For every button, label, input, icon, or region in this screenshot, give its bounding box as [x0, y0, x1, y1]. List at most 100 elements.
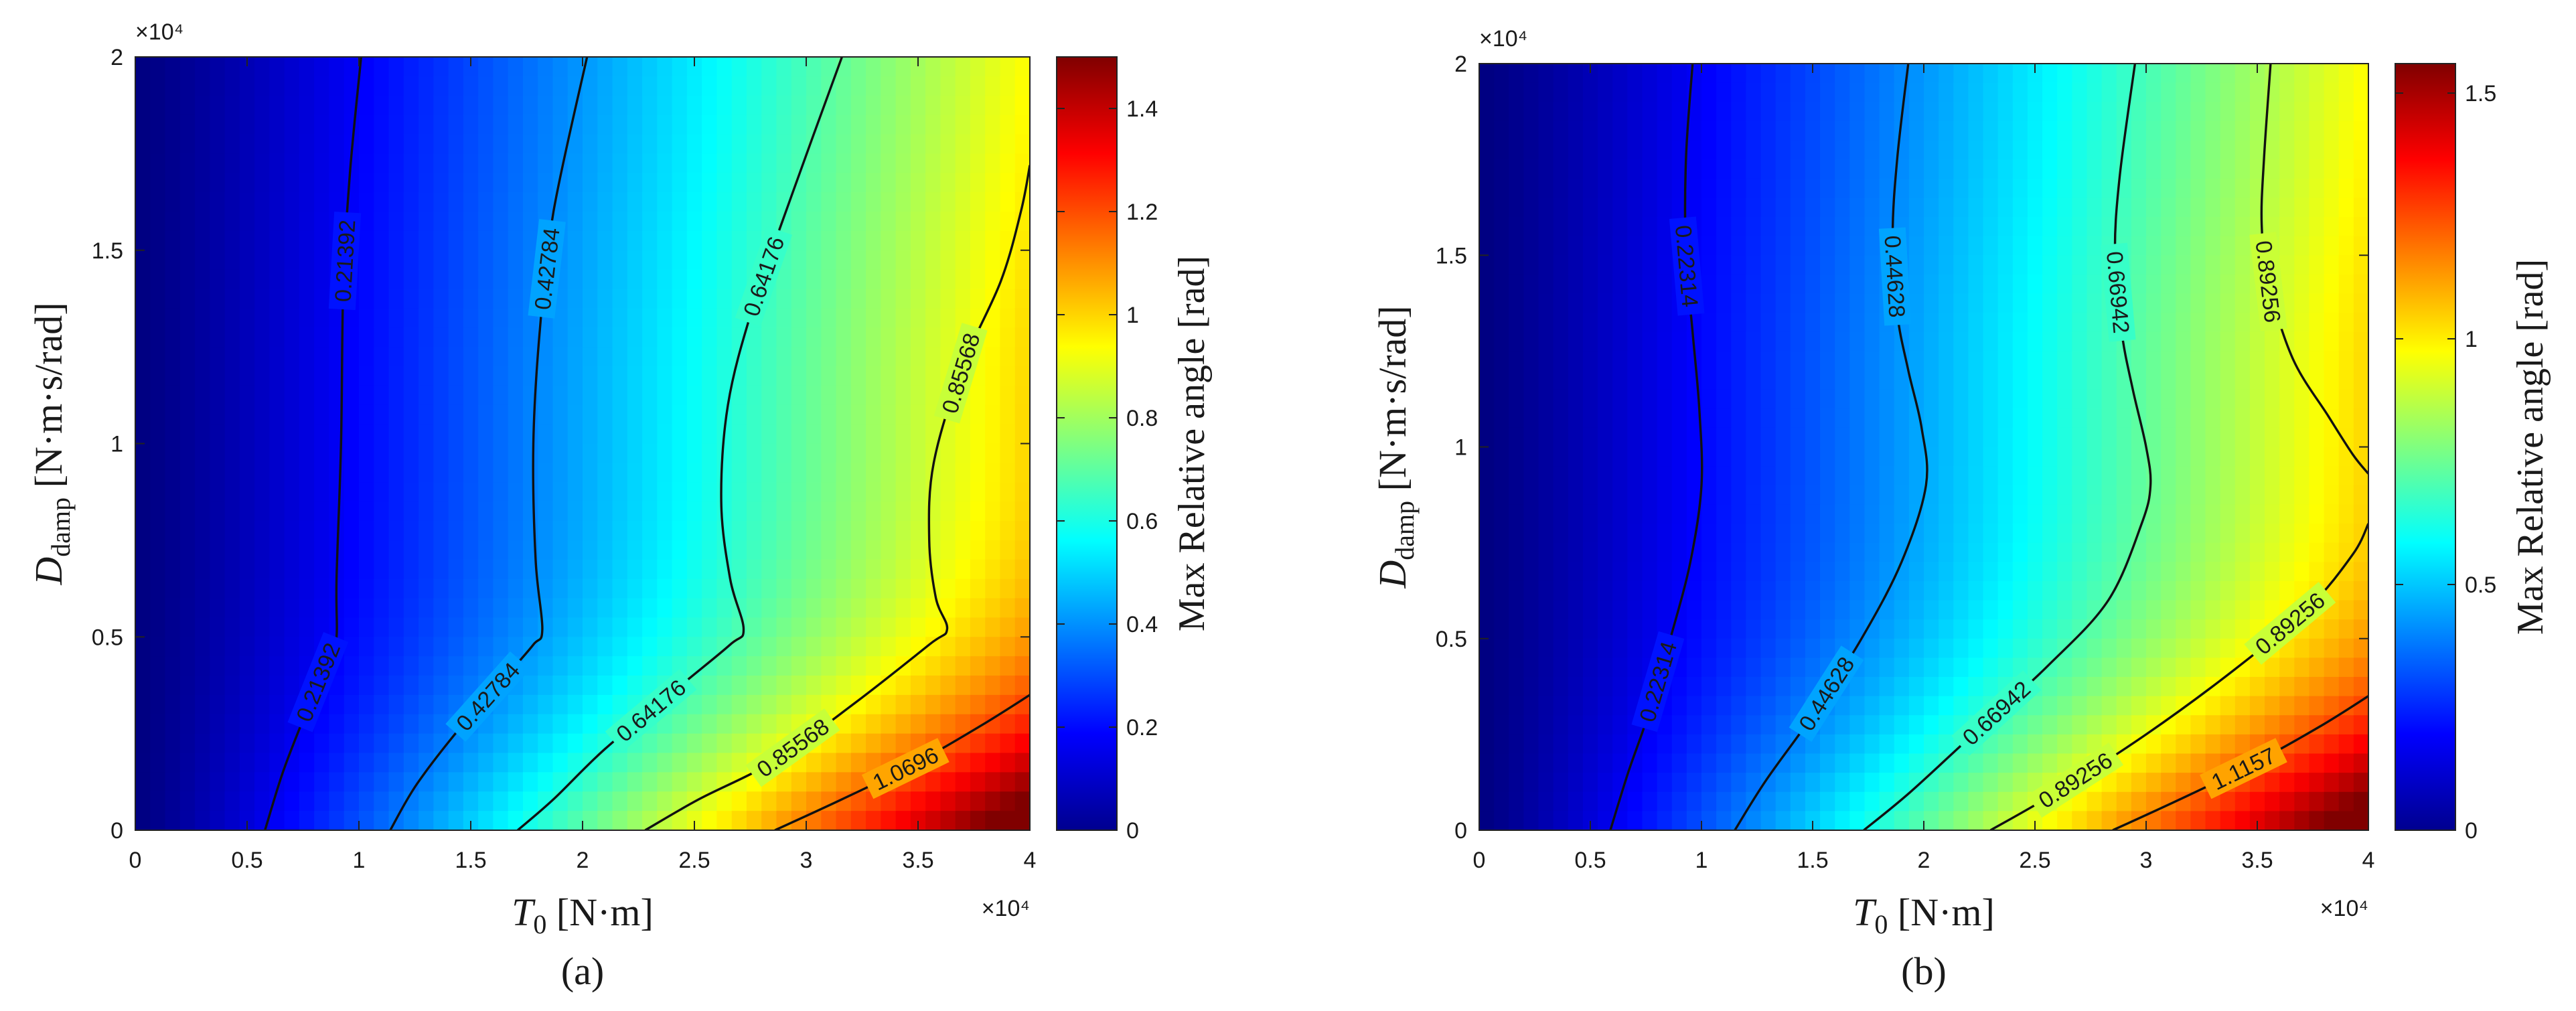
heatmap-cell — [2131, 217, 2147, 237]
heatmap-cell — [1849, 140, 1866, 161]
heatmap-cell — [2249, 159, 2265, 179]
heatmap-cell — [2042, 447, 2058, 467]
heatmap-cell — [1582, 198, 1598, 218]
heatmap-cell — [359, 733, 375, 754]
heatmap-cell — [2087, 217, 2103, 237]
heatmap-cell — [463, 76, 479, 96]
heatmap-cell — [955, 598, 971, 619]
heatmap-cell — [419, 134, 435, 155]
heatmap-cell — [210, 230, 226, 251]
heatmap-cell — [2234, 389, 2251, 410]
heatmap-cell — [1908, 82, 1924, 103]
heatmap-cell — [567, 637, 583, 657]
heatmap-cell — [1509, 427, 1525, 448]
heatmap-cell — [2101, 485, 2117, 506]
heatmap-cell — [2249, 370, 2265, 390]
heatmap-cell — [254, 57, 271, 77]
heatmap-cell — [1790, 657, 1806, 678]
heatmap-cell — [403, 463, 419, 483]
heatmap-cell — [448, 772, 464, 793]
heatmap-cell — [1864, 389, 1880, 410]
heatmap-cell — [2205, 638, 2221, 659]
heatmap-cell — [2205, 389, 2221, 410]
heatmap-cell — [895, 269, 911, 290]
heatmap-cell — [910, 385, 927, 406]
heatmap-cell — [210, 385, 226, 406]
heatmap-cell — [448, 559, 464, 580]
heatmap-cell — [2309, 542, 2325, 563]
heatmap-cell — [1805, 408, 1821, 429]
heatmap-cell — [716, 57, 733, 77]
heatmap-cell — [1479, 427, 1495, 448]
heatmap-cell — [881, 482, 897, 503]
heatmap-cell — [1716, 236, 1732, 256]
heatmap-cell — [2324, 485, 2340, 506]
heatmap-cell — [388, 424, 404, 445]
heatmap-cell — [1627, 274, 1643, 295]
heatmap-cell — [612, 656, 628, 676]
heatmap-cell — [2338, 734, 2354, 755]
heatmap-cell — [866, 230, 882, 251]
contour-label-bg — [2199, 738, 2287, 799]
heatmap-cell — [314, 714, 330, 734]
heatmap-cell — [1509, 198, 1525, 218]
heatmap-cell — [642, 404, 658, 425]
heatmap-cell — [2176, 466, 2192, 486]
heatmap-cell — [269, 540, 285, 560]
heatmap-cell — [836, 269, 852, 290]
heatmap-cell — [1805, 389, 1821, 410]
heatmap-cell — [2220, 600, 2236, 621]
heatmap-cell — [1805, 331, 1821, 352]
heatmap-cell — [388, 327, 404, 348]
heatmap-cell — [2101, 773, 2117, 793]
heatmap-cell — [776, 404, 792, 425]
heatmap-cell — [850, 366, 866, 386]
heatmap-cell — [2087, 121, 2103, 141]
heatmap-cell — [2309, 178, 2325, 199]
heatmap-cell — [150, 501, 166, 522]
heatmap-cell — [597, 134, 613, 155]
heatmap-cell — [2205, 524, 2221, 544]
heatmap-cell — [1553, 389, 1569, 410]
heatmap-cell — [1746, 64, 1762, 84]
heatmap-cell — [1494, 562, 1510, 582]
heatmap-cell — [1983, 313, 1999, 333]
heatmap-cell — [2057, 274, 2073, 295]
heatmap-cell — [1000, 811, 1016, 830]
heatmap-cell — [1849, 64, 1866, 84]
heatmap-cell — [731, 250, 747, 270]
heatmap-cell — [940, 289, 956, 309]
heatmap-cell — [1820, 753, 1836, 774]
heatmap-cell — [642, 327, 658, 348]
heatmap-cell — [1849, 600, 1866, 621]
heatmap-cell — [150, 521, 166, 541]
heatmap-cell — [538, 578, 554, 599]
heatmap-cell — [731, 617, 747, 638]
heatmap-cell — [970, 443, 986, 464]
heatmap-cell — [2234, 408, 2251, 429]
heatmap-cell — [731, 134, 747, 155]
heatmap-cell — [836, 289, 852, 309]
heatmap-cell — [210, 501, 226, 522]
heatmap-cell — [1509, 389, 1525, 410]
heatmap-cell — [1701, 178, 1718, 199]
heatmap-cell — [1642, 217, 1658, 237]
heatmap-cell — [1864, 466, 1880, 486]
heatmap-cell — [329, 811, 345, 830]
heatmap-cell — [2309, 140, 2325, 161]
heatmap-cell — [508, 482, 524, 503]
heatmap-cell — [403, 753, 419, 773]
heatmap-cell — [1968, 198, 1984, 218]
heatmap-cell — [195, 443, 211, 464]
heatmap-cell — [150, 57, 166, 77]
heatmap-cell — [1014, 443, 1030, 464]
heatmap-cell — [1716, 159, 1732, 179]
heatmap-cell — [1968, 408, 1984, 429]
heatmap-cell — [1716, 677, 1732, 697]
heatmap-cell — [493, 772, 509, 793]
heatmap-cell — [388, 637, 404, 657]
heatmap-cell — [135, 656, 151, 676]
heatmap-cell — [2161, 485, 2177, 506]
heatmap-cell — [478, 772, 494, 793]
heatmap-cell — [1835, 274, 1851, 295]
